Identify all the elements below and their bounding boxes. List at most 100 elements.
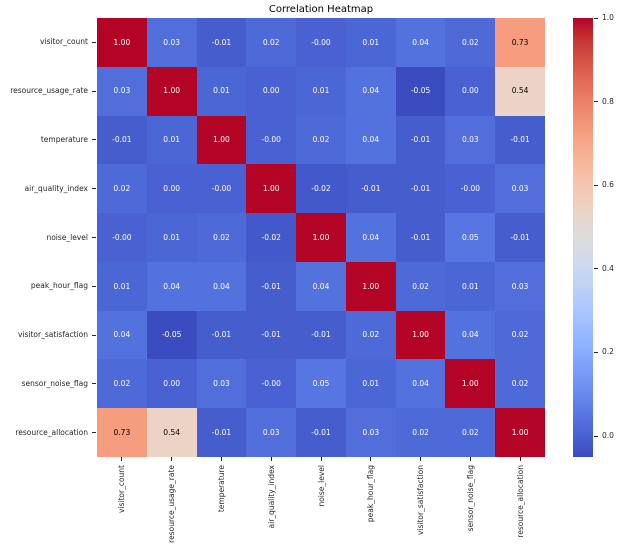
- heatmap-cell: 0.73: [97, 408, 147, 457]
- heatmap-cell: 0.02: [395, 261, 446, 311]
- colorbar-tick-mark: [594, 435, 598, 437]
- y-tick-mark: [92, 139, 96, 141]
- heatmap-cell: -0.00: [246, 115, 297, 165]
- colorbar-gradient: [573, 18, 593, 457]
- colorbar: 1.0 0.8 0.6 0.4 0.2 0.0: [573, 13, 621, 457]
- heatmap-cell: 1.00: [345, 261, 396, 311]
- heatmap-cell: 0.05: [296, 359, 346, 409]
- heatmap-cell: -0.01: [345, 164, 396, 214]
- x-tick-mark: [519, 457, 521, 461]
- y-tick-mark: [92, 188, 96, 190]
- heatmap-cell: 0.00: [146, 164, 197, 214]
- heatmap-cell: 0.01: [146, 213, 197, 262]
- colorbar-tick-label: 1.0: [602, 13, 614, 22]
- heatmap-cell: -0.01: [246, 261, 297, 311]
- x-tick-label: noise_level: [316, 465, 326, 507]
- heatmap-cell: -0.02: [246, 213, 297, 262]
- x-tick-label: air_quality_index: [266, 465, 276, 529]
- heatmap-cell: 1.00: [395, 310, 446, 360]
- heatmap-cell: 0.04: [345, 66, 396, 116]
- heatmap-cell: -0.01: [97, 115, 147, 165]
- heatmap-cell: 1.00: [495, 408, 545, 457]
- x-tick-mark: [469, 457, 471, 461]
- heatmap-cell: 1.00: [196, 115, 247, 165]
- heatmap-cell: -0.00: [296, 18, 346, 67]
- heatmap-cell: 0.02: [97, 164, 147, 214]
- heatmap-cell: -0.02: [296, 164, 346, 214]
- x-tick-label: sensor_noise_flag: [465, 465, 475, 532]
- heatmap-cell: 0.03: [146, 18, 197, 67]
- heatmap-cell: -0.01: [395, 115, 446, 165]
- y-tick-mark: [92, 334, 96, 336]
- heatmap-cell: 0.01: [296, 66, 346, 116]
- y-tick-label: sensor_noise_flag: [21, 378, 88, 388]
- heatmap-cell: 0.03: [445, 115, 496, 165]
- y-tick-mark: [92, 432, 96, 434]
- heatmap-cell: 0.02: [495, 310, 545, 360]
- x-tick-mark: [220, 457, 222, 461]
- x-axis-labels: visitor_count resource_usage_rate temperat…: [97, 457, 545, 554]
- heatmap-cell: 0.02: [345, 310, 396, 360]
- heatmap-cell: 0.05: [445, 213, 496, 262]
- heatmap-cell: 0.02: [246, 18, 297, 67]
- heatmap-cell: 0.02: [395, 408, 446, 457]
- heatmap-cell: 0.01: [196, 66, 247, 116]
- x-tick-label: resource_allocation: [515, 465, 525, 538]
- heatmap-cell: -0.05: [146, 310, 197, 360]
- heatmap-cell: -0.01: [196, 18, 247, 67]
- heatmap-cell: 0.02: [445, 18, 496, 67]
- heatmap-cell: 1.00: [296, 213, 346, 262]
- heatmap-cell: -0.05: [395, 66, 446, 116]
- heatmap-cell: -0.01: [395, 213, 446, 262]
- heatmap-cell: 0.04: [395, 359, 446, 409]
- y-tick-mark: [92, 237, 96, 238]
- colorbar-tick-mark: [594, 184, 598, 186]
- heatmap-cell: 0.02: [196, 213, 247, 262]
- x-tick-mark: [370, 457, 372, 461]
- heatmap-cell: 1.00: [97, 18, 147, 67]
- x-tick-mark: [121, 457, 123, 461]
- y-tick-label: resource_usage_rate: [10, 86, 88, 96]
- heatmap-cell: 0.02: [97, 359, 147, 409]
- x-tick-label: temperature: [216, 465, 226, 513]
- colorbar-tick-mark: [594, 268, 598, 270]
- heatmap-cell: -0.01: [395, 164, 446, 214]
- heatmap-cell: -0.01: [296, 408, 346, 457]
- heatmap-cell: 0.04: [146, 261, 197, 311]
- heatmap-cell: 0.03: [495, 261, 545, 311]
- colorbar-tick-label: 0.8: [602, 96, 614, 106]
- x-tick-label: resource_usage_rate: [167, 465, 177, 543]
- x-tick-mark: [320, 457, 322, 461]
- x-tick-mark: [270, 457, 272, 461]
- heatmap-cell: 0.04: [97, 310, 147, 360]
- heatmap-cell: -0.01: [196, 408, 247, 457]
- heatmap-cell: 0.54: [146, 408, 197, 457]
- heatmap-cell: -0.01: [246, 310, 297, 360]
- heatmap-cell: 0.02: [495, 359, 545, 409]
- heatmap-cell: 0.54: [495, 66, 545, 116]
- y-axis-labels: visitor_count resource_usage_rate temperat…: [0, 18, 97, 457]
- heatmap-cell: -0.01: [196, 310, 247, 360]
- heatmap-cell: 0.00: [445, 66, 496, 116]
- heatmap-cell: 0.03: [196, 359, 247, 409]
- y-tick-label: visitor_satisfaction: [17, 330, 88, 340]
- heatmap-cell: 0.01: [345, 18, 396, 67]
- heatmap-cell: -0.01: [296, 310, 346, 360]
- heatmap-cell: 0.73: [495, 18, 545, 67]
- heatmap-cell: 0.04: [196, 261, 247, 311]
- heatmap-cell: 0.04: [395, 18, 446, 67]
- heatmap-cell: 1.00: [445, 359, 496, 409]
- y-tick-label: visitor_count: [39, 37, 88, 47]
- heatmap-cell: 0.04: [445, 310, 496, 360]
- x-tick-label: visitor_count: [117, 465, 127, 514]
- heatmap-cell: 0.03: [97, 66, 147, 116]
- colorbar-tick-label: 0.0: [602, 431, 614, 441]
- heatmap-cell: 0.01: [97, 261, 147, 311]
- colorbar-tick-label: 0.2: [602, 347, 614, 357]
- heatmap-cell: -0.01: [495, 213, 545, 262]
- y-tick-mark: [92, 90, 96, 92]
- heatmap-cell: 0.04: [296, 261, 346, 311]
- y-tick-label: peak_hour_flag: [30, 281, 88, 291]
- y-tick-mark: [92, 285, 96, 287]
